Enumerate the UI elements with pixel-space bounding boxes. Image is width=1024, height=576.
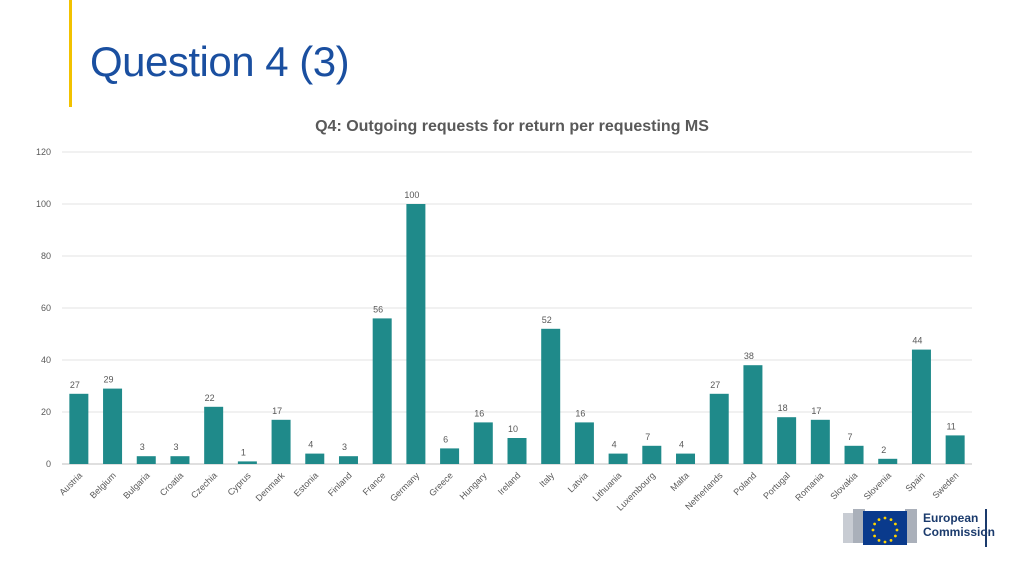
data-label: 6 [443,434,448,444]
x-tick-label: Cyprus [226,470,254,498]
data-label: 38 [744,351,754,361]
bar [608,453,628,464]
bar [406,204,426,464]
bar [878,458,898,464]
x-tick-label: Poland [731,470,758,497]
data-label: 22 [205,393,215,403]
data-label: 17 [272,406,282,416]
bar [372,318,392,464]
data-label: 44 [912,336,922,346]
data-label: 4 [679,440,684,450]
x-tick-label: Sweden [930,470,960,500]
bar [136,456,156,464]
x-tick-label: Malta [668,470,691,493]
data-label: 10 [508,424,518,434]
y-tick-label: 60 [41,303,51,313]
bar [911,349,931,464]
bar [743,365,763,464]
logo-text: European Commission [923,511,995,539]
x-tick-label: Portugal [761,470,792,501]
y-tick-label: 0 [46,459,51,469]
data-label: 3 [140,442,145,452]
data-label: 3 [342,442,347,452]
x-tick-label: Slovenia [862,470,893,501]
bar [440,448,460,464]
x-tick-label: Latvia [566,470,590,494]
x-tick-label: Croatia [158,470,186,498]
bar-chart: 02040608010012027Austria29Belgium3Bulgar… [36,147,972,513]
x-tick-label: France [361,470,388,497]
data-label: 27 [710,380,720,390]
x-tick-label: Germany [388,470,422,504]
european-commission-logo: European Commission [843,507,995,549]
bar [473,422,493,464]
y-tick-label: 80 [41,251,51,261]
data-label: 52 [542,315,552,325]
chart-title: Q4: Outgoing requests for return per req… [315,118,709,135]
title-accent-bar [69,0,72,107]
x-tick-label: Estonia [292,470,320,498]
x-tick-label: Spain [904,470,927,493]
x-tick-label: Italy [537,470,556,489]
data-label: 100 [404,190,419,200]
bar [69,393,89,464]
data-label: 29 [104,375,114,385]
data-label: 2 [881,445,886,455]
x-tick-label: Ireland [496,470,523,497]
data-label: 7 [848,432,853,442]
bar [103,388,123,464]
x-tick-label: Greece [427,470,455,498]
x-tick-label: Belgium [88,470,118,500]
x-tick-label: Lithuania [591,470,624,503]
logo-divider [985,509,987,547]
y-tick-label: 100 [36,199,51,209]
bar [170,456,190,464]
bar [237,461,257,464]
bar [777,417,797,464]
data-label: 1 [241,447,246,457]
data-label: 18 [778,403,788,413]
data-label: 3 [173,442,178,452]
bar [541,328,561,464]
bar [204,406,224,464]
x-tick-label: Finland [326,470,354,498]
y-tick-label: 20 [41,407,51,417]
bar [676,453,696,464]
data-label: 11 [946,421,955,431]
bar [709,393,729,464]
bar [945,435,965,464]
chart-container: Q4: Outgoing requests for return per req… [0,110,1024,530]
bar [271,419,291,464]
bar [642,445,662,464]
bar [844,445,864,464]
logo-line1: European [923,511,979,525]
bar [338,456,358,464]
data-label: 7 [645,432,650,442]
x-tick-label: Hungary [458,470,489,501]
logo-line2: Commission [923,525,996,539]
y-tick-label: 120 [36,147,51,157]
data-label: 27 [70,380,80,390]
data-label: 16 [575,408,585,418]
bar [305,453,325,464]
x-tick-label: Slovakia [828,470,859,501]
x-tick-label: Austria [57,470,84,497]
x-tick-label: Denmark [254,470,287,503]
data-label: 16 [474,408,484,418]
y-tick-label: 40 [41,355,51,365]
x-tick-label: Czechia [189,470,219,500]
x-tick-label: Romania [793,470,826,503]
bar [507,438,527,464]
eu-flag-icon [843,509,917,545]
data-label: 17 [811,406,821,416]
data-label: 56 [373,304,383,314]
data-label: 4 [612,440,617,450]
data-label: 4 [308,440,313,450]
bar [574,422,594,464]
bar [810,419,830,464]
x-tick-label: Bulgaria [121,470,151,500]
slide-title: Question 4 (3) [90,38,350,85]
